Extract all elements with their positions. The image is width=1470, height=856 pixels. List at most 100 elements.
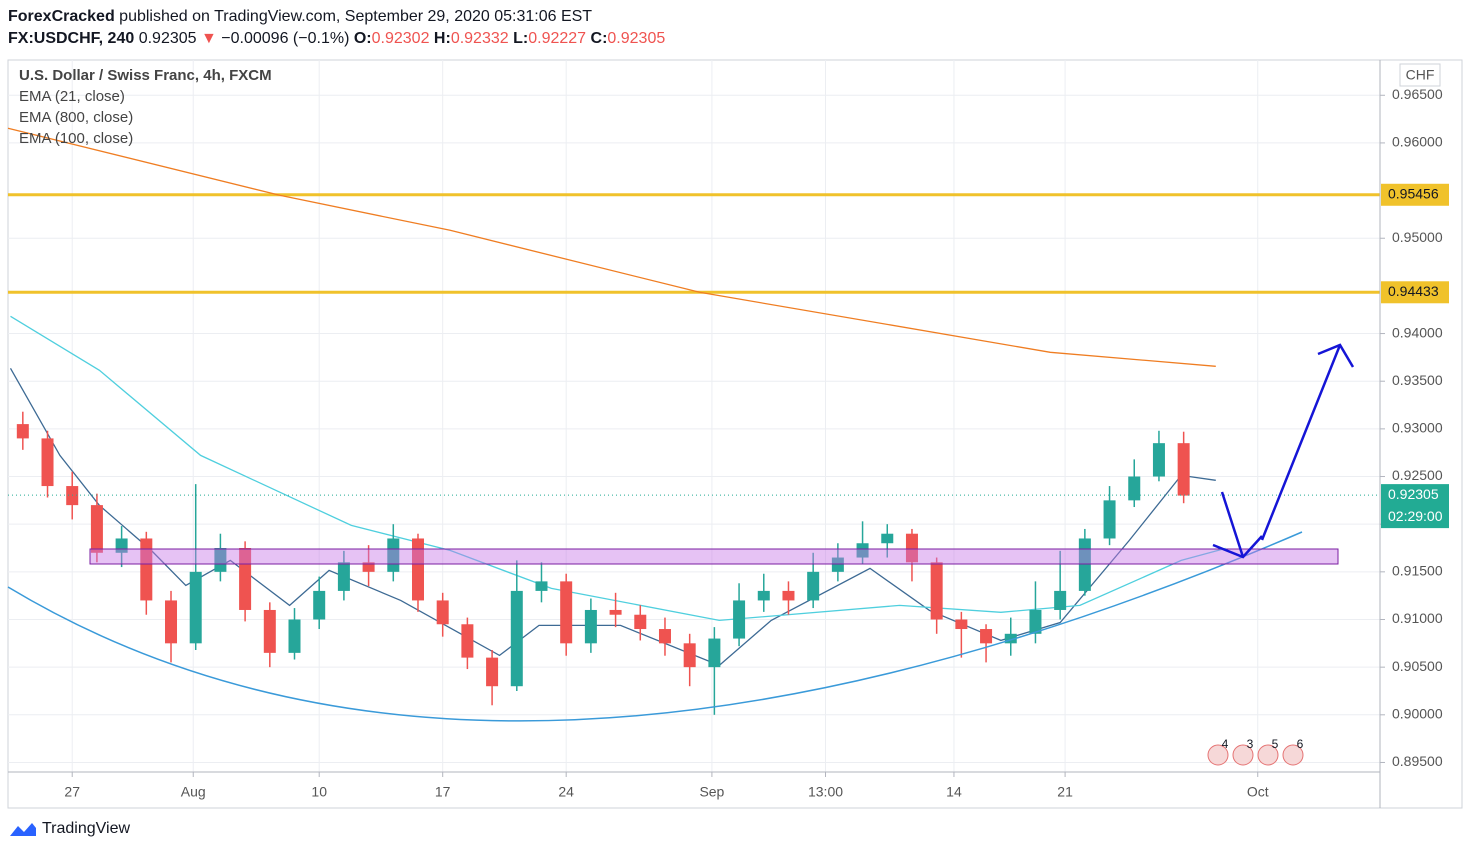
y-tick-label: 0.91500: [1392, 563, 1443, 579]
currency-box: [1399, 63, 1441, 87]
level-label-box: [1381, 183, 1449, 206]
level-label: 0.95456: [1388, 185, 1439, 201]
candle-body: [584, 609, 597, 644]
candle-body: [856, 543, 869, 558]
event-count: 5: [1272, 737, 1279, 751]
ohlc: O:0.92302 H:0.92332 L:0.92227 C:0.92305: [354, 30, 665, 47]
candle-body: [362, 562, 375, 572]
x-tick-label: Aug: [181, 784, 206, 800]
candle-body: [313, 590, 326, 620]
candle-body: [510, 590, 523, 687]
quote-line: FX:USDCHF, 240 0.92305 ▼ −0.00096 (−0.1%…: [8, 28, 665, 50]
candle-body: [461, 624, 474, 658]
brand-logo: [10, 823, 36, 836]
author: ForexCracked: [8, 8, 115, 25]
chart: 0.895000.900000.905000.910000.915000.920…: [7, 59, 1463, 809]
candle-body: [980, 629, 993, 644]
ohlc-key: O:: [353, 30, 372, 47]
x-tick-label: 17: [435, 784, 451, 800]
candle-body: [486, 657, 499, 687]
ema-line: [7, 127, 1216, 367]
candle-body: [782, 590, 795, 601]
ohlc-value: 0.92305: [607, 30, 666, 47]
candle-body: [634, 614, 647, 630]
candle-body: [708, 638, 721, 668]
candle-body: [41, 438, 54, 487]
candle-body: [1103, 500, 1116, 539]
candle-body: [288, 619, 301, 653]
y-tick-label: 0.89500: [1392, 753, 1443, 769]
symbol: FX:USDCHF, 240: [8, 30, 135, 47]
x-tick-label: 13:00: [808, 784, 843, 800]
candle-body: [436, 600, 449, 625]
candle-body: [1128, 476, 1141, 501]
brand: TradingView: [42, 820, 131, 837]
candle-body: [683, 643, 696, 668]
ema-line: [10, 315, 1226, 622]
last-price-label: 0.92305: [1388, 486, 1439, 502]
x-tick-label: 10: [311, 784, 327, 800]
countdown: 02:29:00: [1388, 508, 1443, 524]
candle-body: [955, 619, 968, 630]
arrow-up: [1260, 343, 1355, 541]
candle-body: [831, 557, 844, 572]
x-tick-label: 27: [64, 784, 80, 800]
header: ForexCracked published on TradingView.co…: [8, 6, 665, 50]
x-tick-label: Sep: [699, 784, 724, 800]
candle-body: [905, 533, 918, 563]
ohlc-key: H:: [433, 30, 451, 47]
y-tick-label: 0.93500: [1392, 372, 1443, 388]
candle-body: [214, 548, 227, 572]
y-tick-label: 0.96500: [1392, 86, 1443, 102]
ohlc-key: L:: [513, 30, 529, 47]
y-tick-label: 0.90000: [1392, 706, 1443, 722]
footer: TradingView: [8, 820, 130, 838]
level-label-box: [1381, 281, 1449, 304]
candle-body: [757, 590, 770, 601]
candle-body: [263, 609, 276, 653]
event-flag: [1207, 744, 1229, 766]
candle-body: [609, 609, 622, 615]
candle-body: [387, 538, 400, 572]
legend-entry: EMA (800, close): [19, 109, 133, 126]
ohlc-value: 0.92332: [450, 30, 509, 47]
candle-body: [1004, 633, 1017, 644]
candle-body: [1054, 590, 1067, 610]
candle-body: [90, 505, 103, 553]
change: −0.00096 (−0.1%): [221, 30, 350, 47]
candle-body: [239, 548, 252, 610]
event-count: 6: [1297, 737, 1304, 751]
frame: [7, 59, 1463, 809]
y-tick-label: 0.92500: [1392, 467, 1443, 483]
candle-body: [165, 600, 178, 644]
x-tick-label: Oct: [1247, 784, 1269, 800]
last-price-box: [1381, 484, 1449, 529]
candle-body: [1029, 609, 1042, 634]
candle-body: [189, 571, 202, 644]
logo-shape: [10, 823, 36, 836]
candle-body: [337, 562, 350, 591]
event-flag: [1257, 744, 1279, 766]
chart-title: U.S. Dollar / Swiss Franc, 4h, FXCM: [19, 67, 272, 84]
candle-body: [1078, 538, 1091, 591]
candle-body: [535, 581, 548, 591]
legend-entry: EMA (100, close): [19, 130, 133, 147]
candle-body: [881, 533, 894, 544]
forecast-arrows: [1212, 343, 1355, 559]
candle-body: [658, 629, 671, 644]
ohlc-value: 0.92302: [371, 30, 430, 47]
x-tick-label: 21: [1057, 784, 1073, 800]
support-zone: [89, 548, 1339, 565]
candle-body: [733, 600, 746, 639]
y-tick-label: 0.94000: [1392, 324, 1443, 340]
y-tick-label: 0.91000: [1392, 610, 1443, 626]
down-arrow: ▼: [201, 30, 217, 47]
candle-body: [1152, 443, 1165, 477]
last: 0.92305: [138, 30, 197, 47]
candle-body: [560, 581, 573, 644]
currency: CHF: [1406, 67, 1435, 83]
ohlc-value: 0.92227: [528, 30, 587, 47]
published: published on TradingView.com, September …: [119, 8, 593, 25]
y-tick-label: 0.95000: [1392, 229, 1443, 245]
